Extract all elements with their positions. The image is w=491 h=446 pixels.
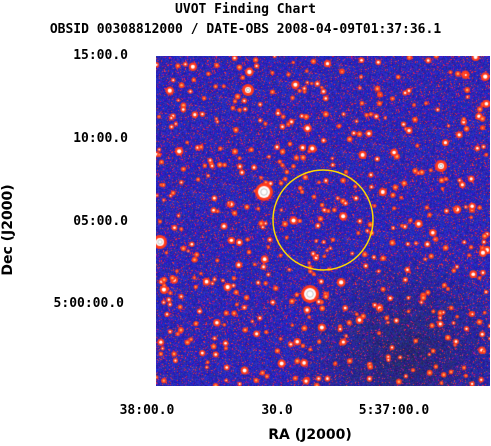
y-tick-label: 5:00:00.0 xyxy=(53,296,124,311)
chart-subtitle: OBSID 00308812000 / DATE-OBS 2008-04-09T… xyxy=(49,22,442,37)
sky-image xyxy=(156,56,490,386)
chart-title: UVOT Finding Chart xyxy=(175,2,316,17)
y-tick-label: 10:00.0 xyxy=(73,131,128,146)
y-tick-label: 05:00.0 xyxy=(73,214,128,229)
x-tick-label: 30.0 xyxy=(261,403,293,418)
x-tick-label: 38:00.0 xyxy=(119,403,175,418)
sky-image-canvas xyxy=(156,56,490,386)
x-axis-label: RA (J2000) xyxy=(268,427,352,443)
y-axis-label: Dec (J2000) xyxy=(0,184,16,276)
x-tick-label: 5:37:00.0 xyxy=(358,403,430,418)
overlay-svg xyxy=(272,169,374,271)
field-circle-marker xyxy=(272,169,374,271)
y-tick-label: 15:00.0 xyxy=(73,48,128,63)
